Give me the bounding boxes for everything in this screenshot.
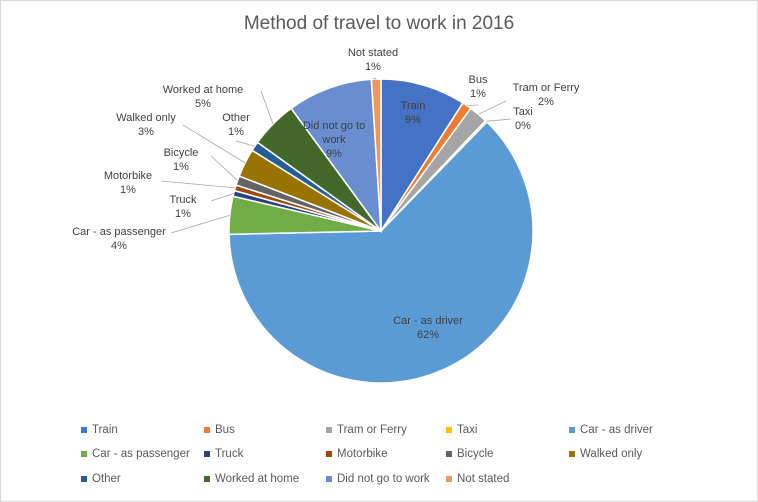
leader-line-truck <box>210 193 234 202</box>
slice-value-bicycle: 1% <box>173 161 189 173</box>
slice-label-train: Train <box>401 100 426 112</box>
legend-item-other: Other <box>81 473 121 485</box>
leader-line-tram-or-ferry <box>478 100 507 115</box>
legend-label-worked-at-home: Worked at home <box>215 473 299 485</box>
legend-label-tram-or-ferry: Tram or Ferry <box>337 424 407 436</box>
slice-value-taxi: 0% <box>515 120 531 132</box>
slice-label-truck: Truck <box>169 194 197 206</box>
slice-value-bus: 1% <box>470 88 486 100</box>
slice-label-did-not-go-to-work-line2: work <box>321 134 346 146</box>
slice-label-motorbike: Motorbike <box>104 170 152 182</box>
slice-label-did-not-go-to-work-line1: Did not go to <box>303 120 365 132</box>
legend-swatch-motorbike <box>326 451 332 457</box>
legend-label-train: Train <box>92 424 118 436</box>
legend-item-tram-or-ferry: Tram or Ferry <box>326 424 407 436</box>
slice-value-car-as-driver: 62% <box>417 329 439 341</box>
legend-label-bicycle: Bicycle <box>457 448 493 460</box>
slice-label-bus: Bus <box>469 74 488 86</box>
legend-swatch-walked-only <box>569 451 575 457</box>
leader-line-bus <box>466 104 479 106</box>
leader-line-other <box>235 140 255 147</box>
slice-train <box>380 78 464 234</box>
slice-car-as-driver <box>228 120 534 384</box>
legend-label-not-stated: Not stated <box>457 473 509 485</box>
legend: Train Bus Tram or Ferry Taxi Car - as driver… <box>81 424 653 485</box>
legend-item-car-as-driver: Car - as driver <box>569 424 653 436</box>
legend-item-motorbike: Motorbike <box>326 448 388 460</box>
legend-label-other: Other <box>92 473 121 485</box>
legend-item-bicycle: Bicycle <box>446 448 493 460</box>
slice-value-car-as-passenger: 4% <box>111 240 127 252</box>
legend-swatch-truck <box>204 451 210 457</box>
slice-value-did-not-go-to-work: 9% <box>326 148 342 160</box>
slice-labels: Train 9% Bus 1% Tram or Ferry 2% Taxi 0% Car - a… <box>72 47 580 341</box>
slice-label-car-as-passenger: Car - as passenger <box>72 226 166 238</box>
slice-value-truck: 1% <box>175 208 191 220</box>
legend-label-car-as-driver: Car - as driver <box>580 424 653 436</box>
legend-swatch-bicycle <box>446 451 452 457</box>
legend-label-did-not-go-to-work: Did not go to work <box>337 473 430 485</box>
slice-label-other: Other <box>222 112 250 124</box>
legend-item-not-stated: Not stated <box>446 473 509 485</box>
slice-label-walked-only: Walked only <box>116 112 176 124</box>
pie-slices <box>228 78 534 384</box>
legend-label-motorbike: Motorbike <box>337 448 388 460</box>
legend-swatch-car-as-passenger <box>81 451 87 457</box>
slice-label-car-as-driver: Car - as driver <box>393 315 463 327</box>
slice-label-taxi: Taxi <box>513 106 533 118</box>
leader-line-walked-only <box>182 124 246 164</box>
leader-line-bicycle <box>210 155 238 181</box>
slice-value-worked-at-home: 5% <box>195 98 211 110</box>
legend-label-car-as-passenger: Car - as passenger <box>92 448 190 460</box>
legend-item-did-not-go-to-work: Did not go to work <box>326 473 430 485</box>
legend-swatch-train <box>81 427 87 433</box>
legend-item-car-as-passenger: Car - as passenger <box>81 448 190 460</box>
chart-title: Method of travel to work in 2016 <box>243 13 515 34</box>
slice-value-other: 1% <box>228 126 244 138</box>
legend-item-worked-at-home: Worked at home <box>204 473 299 485</box>
legend-item-truck: Truck <box>204 448 244 460</box>
legend-swatch-did-not-go-to-work <box>326 476 332 482</box>
slice-label-bicycle: Bicycle <box>164 147 199 159</box>
legend-swatch-car-as-driver <box>569 427 575 433</box>
leader-line-worked-at-home <box>260 90 274 125</box>
leader-line-motorbike <box>160 180 236 189</box>
legend-swatch-tram-or-ferry <box>326 427 332 433</box>
legend-label-walked-only: Walked only <box>580 448 642 460</box>
legend-item-taxi: Taxi <box>446 424 477 436</box>
legend-item-walked-only: Walked only <box>569 448 642 460</box>
leader-line-car-as-passenger <box>170 214 230 234</box>
slice-label-not-stated: Not stated <box>348 47 398 59</box>
slice-did-not-go-to-work <box>290 78 382 234</box>
leader-line-taxi <box>486 118 512 122</box>
legend-swatch-worked-at-home <box>204 476 210 482</box>
legend-swatch-other <box>81 476 87 482</box>
slice-label-worked-at-home: Worked at home <box>163 84 244 96</box>
leader-line-not-stated <box>372 77 377 80</box>
legend-label-truck: Truck <box>215 448 244 460</box>
legend-label-taxi: Taxi <box>457 424 477 436</box>
legend-item-bus: Bus <box>204 424 235 436</box>
slice-label-tram-or-ferry: Tram or Ferry <box>513 82 580 94</box>
slice-value-motorbike: 1% <box>120 184 136 196</box>
legend-swatch-bus <box>204 427 210 433</box>
slice-value-train: 9% <box>405 114 421 126</box>
slice-value-tram-or-ferry: 2% <box>538 96 554 108</box>
legend-swatch-not-stated <box>446 476 452 482</box>
legend-label-bus: Bus <box>215 424 235 436</box>
legend-item-train: Train <box>81 424 118 436</box>
legend-swatch-taxi <box>446 427 452 433</box>
slice-value-walked-only: 3% <box>138 126 154 138</box>
slice-value-not-stated: 1% <box>365 61 381 73</box>
